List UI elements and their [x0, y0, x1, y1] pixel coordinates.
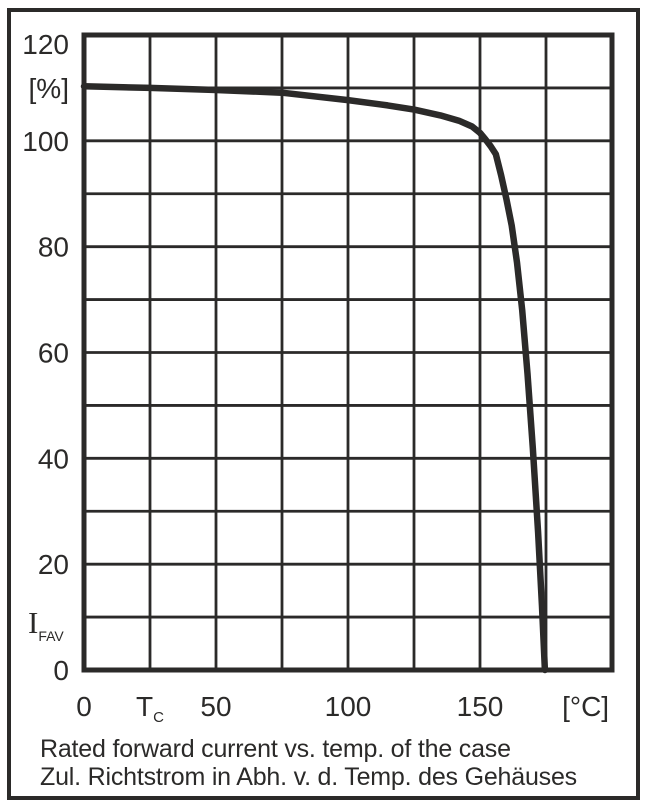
y-tick-label: 60: [38, 338, 69, 369]
y-axis-symbol-label: IFAV: [28, 605, 64, 644]
plot-frame: [81, 32, 615, 673]
x-tick-label: 150: [457, 691, 504, 722]
x-tick-label: 50: [200, 691, 231, 722]
caption-line-en: Rated forward current vs. temp. of the c…: [40, 735, 511, 763]
y-axis-unit-label: [%]: [29, 73, 69, 104]
caption-line-de: Zul. Richtstrom in Abh. v. d. Temp. des …: [40, 763, 577, 791]
derating-curve: [80, 83, 549, 674]
y-tick-label: 0: [53, 655, 69, 686]
caption-block: Rated forward current vs. temp. of the c…: [40, 735, 620, 791]
y-tick-label: 100: [22, 126, 69, 157]
y-tick-label: 80: [38, 232, 69, 263]
y-tick-label: 20: [38, 549, 69, 580]
x-tick-label: 100: [325, 691, 372, 722]
x-axis-unit-label: [°C]: [562, 691, 609, 722]
y-tick-label: 120: [22, 29, 69, 60]
x-tick-label: 0: [76, 691, 92, 722]
x-axis-symbol-label: TC: [136, 691, 164, 726]
y-tick-label: 40: [38, 443, 69, 474]
